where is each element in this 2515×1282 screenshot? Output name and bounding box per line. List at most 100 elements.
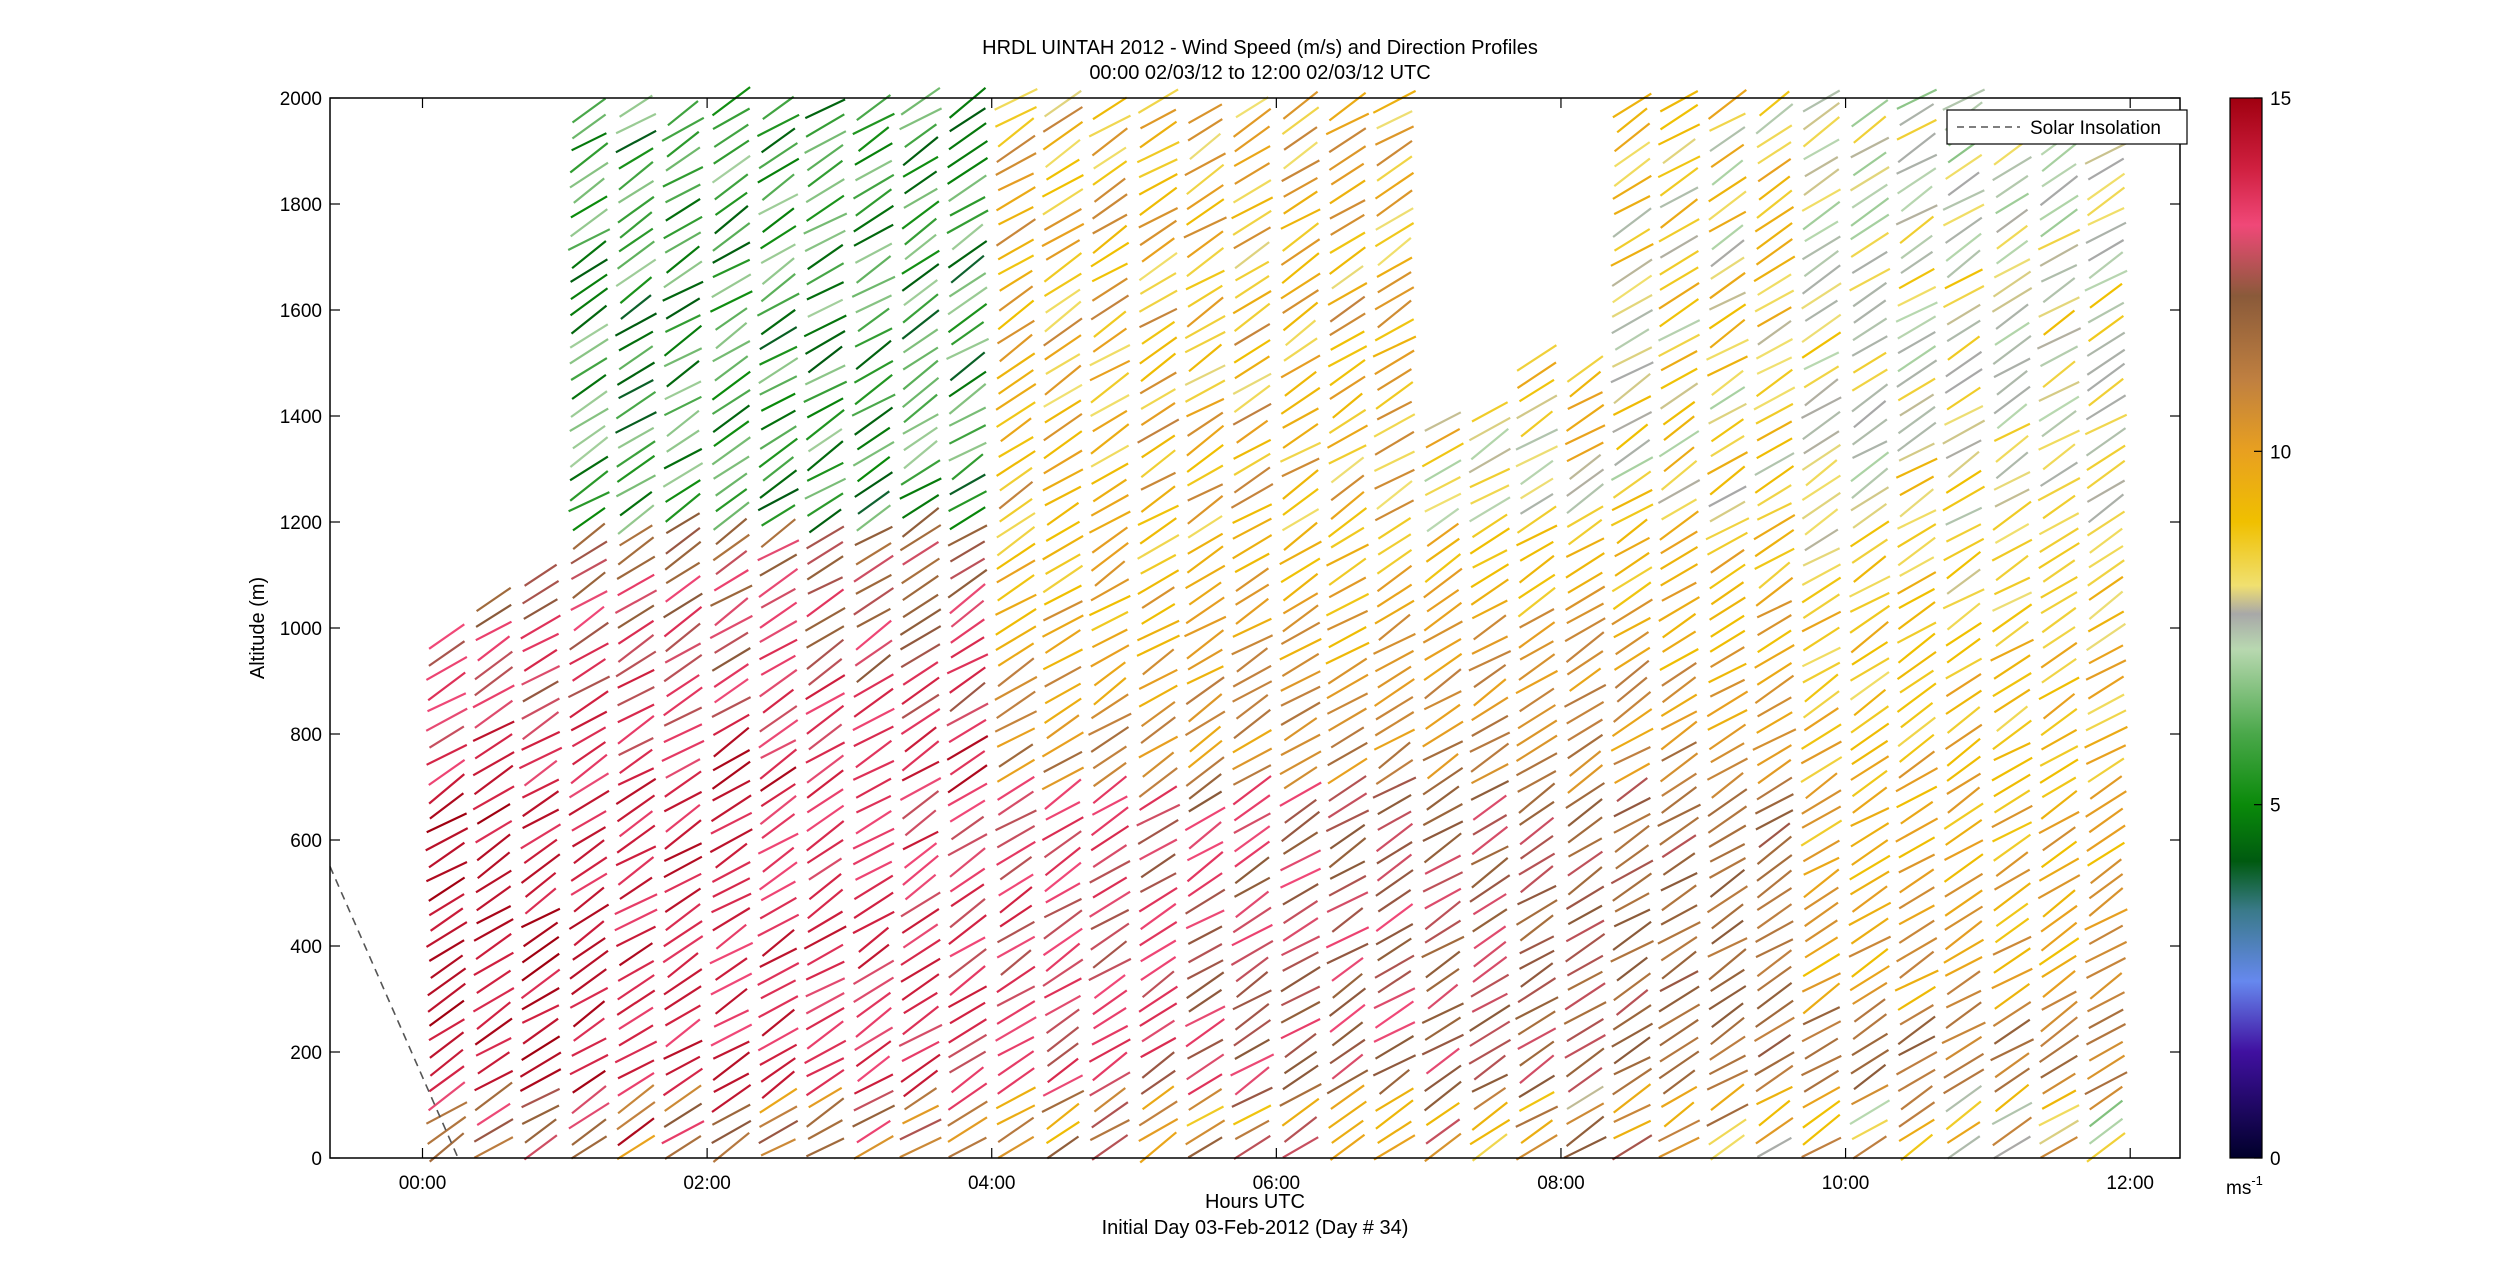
wind-barb xyxy=(712,749,751,772)
wind-barb xyxy=(1373,1134,1416,1161)
wind-barb xyxy=(903,991,938,1015)
wind-barb xyxy=(1946,737,1981,767)
wind-barb xyxy=(995,1016,1037,1042)
wind-barb xyxy=(570,856,608,882)
wind-barb xyxy=(806,1097,845,1128)
wind-barb xyxy=(1184,314,1226,340)
wind-barb xyxy=(476,969,512,995)
wind-barb xyxy=(1613,157,1651,187)
wind-barb xyxy=(1850,231,1889,258)
wind-barb xyxy=(1330,162,1365,186)
wind-barb xyxy=(999,497,1033,523)
wind-barb xyxy=(2087,301,2125,324)
wind-barb xyxy=(761,928,795,957)
wind-barb xyxy=(1708,190,1747,221)
wind-barb xyxy=(807,1119,843,1140)
wind-barb xyxy=(1993,1135,2031,1160)
wind-barb xyxy=(1705,517,1750,541)
wind-barb xyxy=(1567,798,1603,827)
wind-barb xyxy=(1850,1084,1889,1106)
wind-barb xyxy=(715,517,748,546)
wind-barb xyxy=(1376,368,1412,392)
wind-barb xyxy=(855,1040,892,1068)
wind-barb xyxy=(1944,872,1984,898)
wind-barb xyxy=(1946,970,1981,996)
x-tick-label: 10:00 xyxy=(1822,1173,1870,1194)
wind-barb xyxy=(1141,1085,1175,1111)
wind-barb xyxy=(1710,581,1745,606)
wind-barb xyxy=(2036,327,2082,350)
wind-barb xyxy=(1801,972,1841,993)
wind-barb xyxy=(806,943,844,966)
wind-barb xyxy=(523,598,558,620)
solar-insolation-line xyxy=(329,866,459,1159)
wind-barb xyxy=(805,692,846,715)
wind-barb xyxy=(856,1119,891,1144)
wind-barb xyxy=(1280,701,1321,726)
wind-barb xyxy=(1993,833,2032,862)
wind-barb xyxy=(2038,676,2080,701)
wind-barb xyxy=(901,493,940,519)
wind-barb xyxy=(1801,563,1842,586)
wind-barb xyxy=(805,178,845,204)
wind-barb xyxy=(1139,186,1178,216)
wind-barb xyxy=(946,156,989,185)
wind-barb xyxy=(1801,1136,1842,1159)
wind-barb xyxy=(853,725,894,748)
wind-barb xyxy=(1282,469,1319,500)
wind-barb xyxy=(806,588,845,618)
wind-barb xyxy=(1899,1004,1934,1026)
wind-barb xyxy=(618,345,654,371)
wind-barb xyxy=(1660,545,1699,571)
wind-barb xyxy=(1186,851,1224,883)
wind-barb xyxy=(570,208,608,238)
colorbar-gradient xyxy=(2229,97,2263,1159)
wind-barb xyxy=(1282,1136,1319,1159)
wind-barb xyxy=(1711,159,1744,186)
wind-barb xyxy=(1044,629,1081,654)
wind-barb xyxy=(619,94,653,118)
wind-barb xyxy=(1946,249,1981,279)
wind-barb xyxy=(948,441,987,462)
wind-barb xyxy=(900,938,941,966)
wind-barb xyxy=(1896,937,1938,963)
wind-barb xyxy=(1756,600,1793,619)
wind-barb xyxy=(1329,199,1366,220)
legend-box xyxy=(1946,109,2188,145)
wind-barb xyxy=(805,992,845,1015)
wind-barb xyxy=(1184,330,1226,354)
wind-barb xyxy=(1328,775,1367,802)
wind-barb xyxy=(1849,671,1890,701)
wind-barb xyxy=(570,590,608,611)
wind-barb xyxy=(1519,687,1555,713)
wind-barb xyxy=(1093,1087,1126,1113)
wind-barb xyxy=(946,702,989,727)
wind-barb xyxy=(571,968,607,996)
wind-barb xyxy=(1853,998,1886,1023)
wind-barb xyxy=(901,249,940,275)
wind-barb xyxy=(475,620,513,642)
wind-barb xyxy=(428,1132,465,1163)
wind-barb xyxy=(1756,306,1792,328)
wind-barb xyxy=(1564,617,1606,643)
wind-barb xyxy=(615,845,657,867)
wind-barb xyxy=(1046,714,1080,740)
wind-barb xyxy=(2042,692,2076,720)
wind-barb xyxy=(1564,1034,1606,1059)
wind-barb xyxy=(571,132,607,152)
wind-barb xyxy=(1519,835,1554,860)
wind-barb xyxy=(1614,824,1650,853)
wind-barb xyxy=(1613,1036,1651,1065)
chart-subtitle: 00:00 02/03/12 to 12:00 02/03/12 UTC xyxy=(1089,62,1430,84)
wind-barb xyxy=(1947,450,1980,478)
wind-barb xyxy=(902,359,939,391)
wind-barb xyxy=(1330,726,1365,749)
wind-barb xyxy=(1374,1000,1415,1029)
wind-barb xyxy=(2086,362,2126,392)
wind-barb xyxy=(568,789,610,817)
wind-barb xyxy=(1375,381,1414,410)
wind-barb xyxy=(1187,483,1224,502)
wind-barb xyxy=(1851,948,1889,978)
wind-barb xyxy=(1897,509,1937,530)
wind-barb xyxy=(854,142,893,166)
